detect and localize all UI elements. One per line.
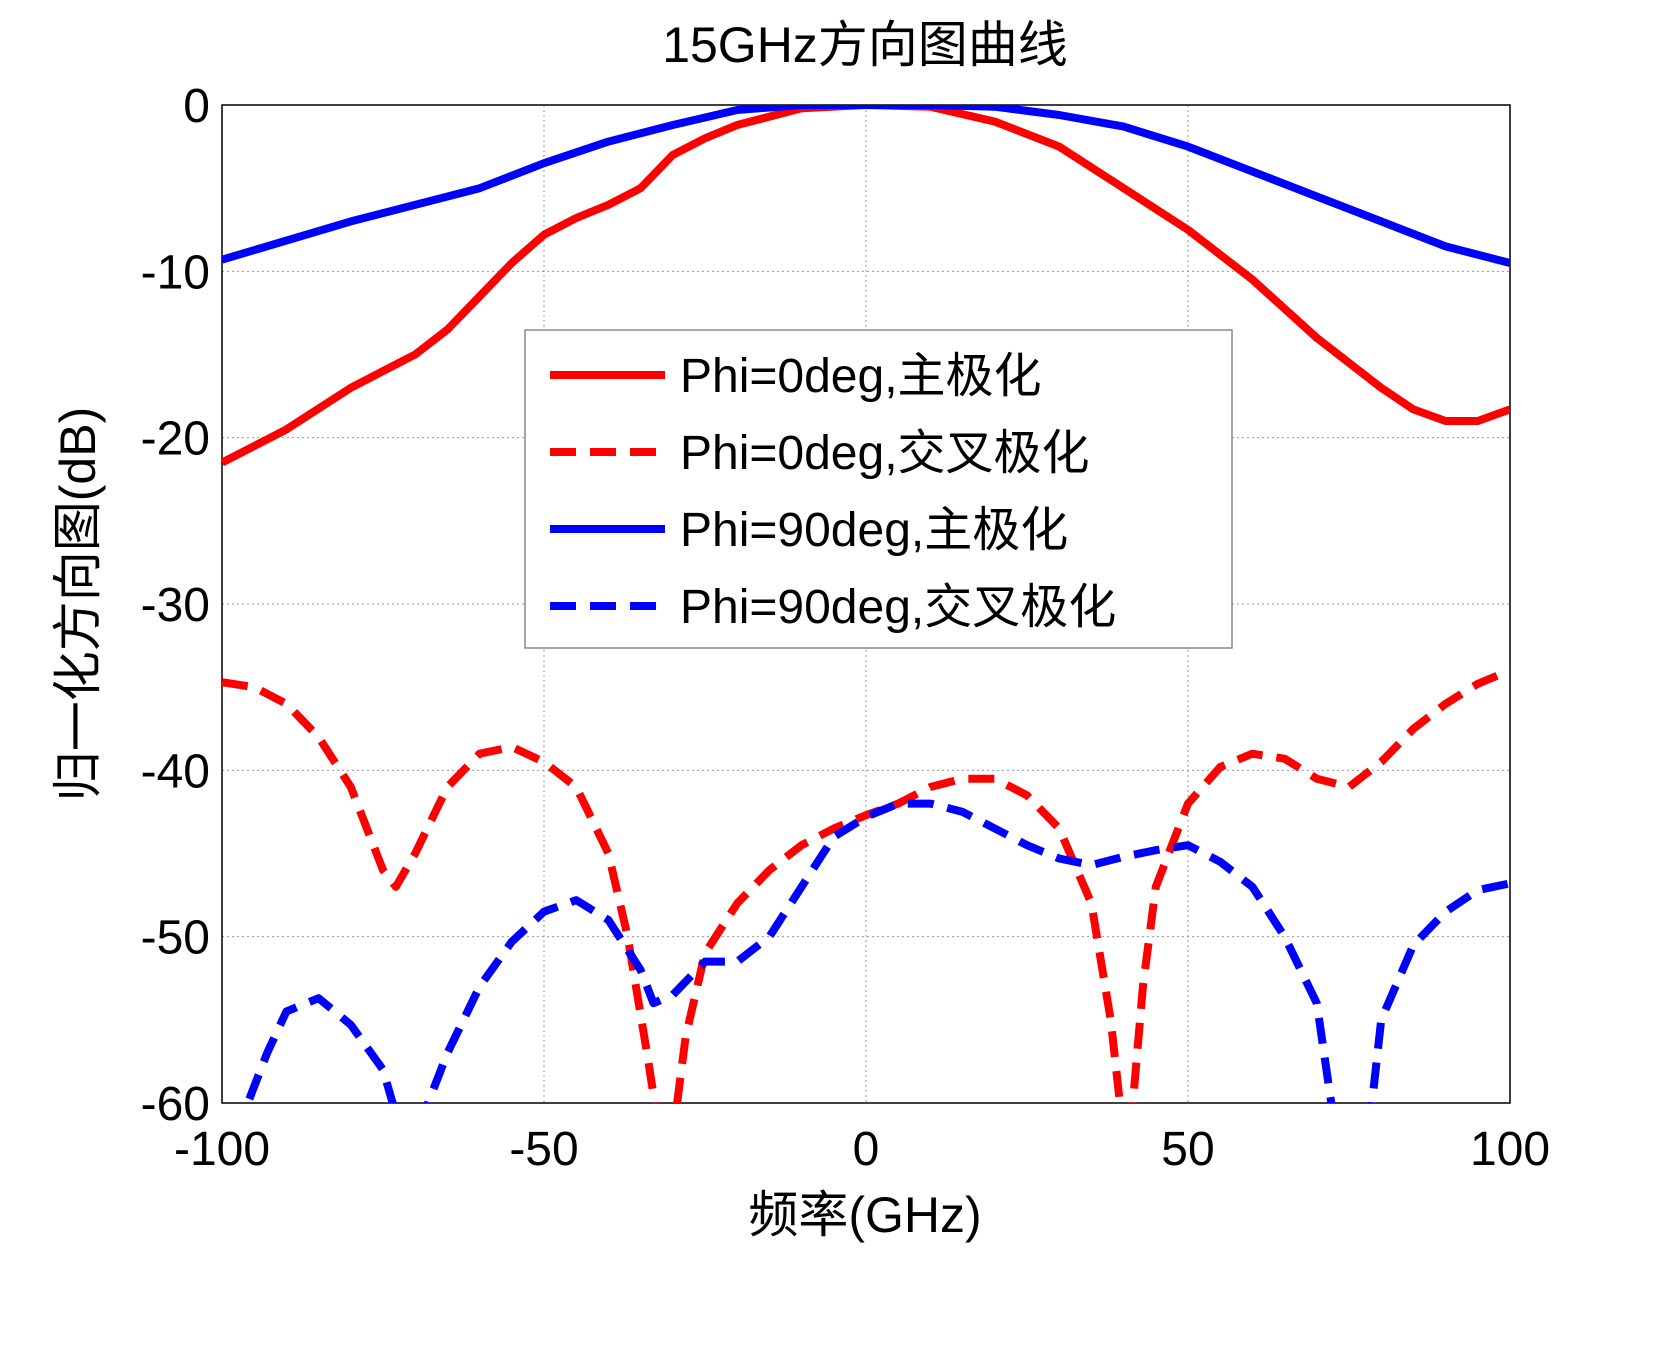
legend-label: Phi=0deg,交叉极化 (680, 427, 1090, 480)
series-lines (222, 105, 1510, 1103)
legend: Phi=0deg,主极化 Phi=0deg,交叉极化 Phi=90deg,主极化 Ph… (524, 329, 1233, 649)
tick-labels: -100 -50 0 50 100 0 -10 -20 -30 -40 -50 -60 (141, 80, 1550, 1176)
y-tick-label: -20 (141, 413, 210, 466)
x-tick-label: 100 (1470, 1123, 1550, 1176)
y-tick-label: -10 (141, 246, 210, 299)
y-tick-label: -40 (141, 745, 210, 798)
x-tick-label: 50 (1161, 1123, 1214, 1176)
y-tick-label: 0 (183, 80, 210, 133)
series-line-0 (222, 105, 1510, 467)
legend-label: Phi=0deg,主极化 (680, 350, 1042, 403)
y-tick-label: -60 (141, 1078, 210, 1131)
series-line-2 (222, 105, 1510, 267)
chart-title: 15GHz方向图曲线 (662, 17, 1068, 73)
legend-label: Phi=90deg,交叉极化 (680, 581, 1116, 634)
legend-label: Phi=90deg,主极化 (680, 504, 1068, 557)
series-line-1 (222, 666, 1510, 1103)
y-tick-label: -50 (141, 912, 210, 965)
y-tick-label: -30 (141, 579, 210, 632)
x-tick-label: -50 (509, 1123, 578, 1176)
x-tick-label: 0 (853, 1123, 880, 1176)
series-line-3 (243, 799, 1510, 1103)
x-axis-label: 频率(GHz) (748, 1187, 981, 1243)
y-axis-label: 归一化方向图(dB) (50, 407, 106, 801)
x-tick-label: -100 (174, 1123, 270, 1176)
